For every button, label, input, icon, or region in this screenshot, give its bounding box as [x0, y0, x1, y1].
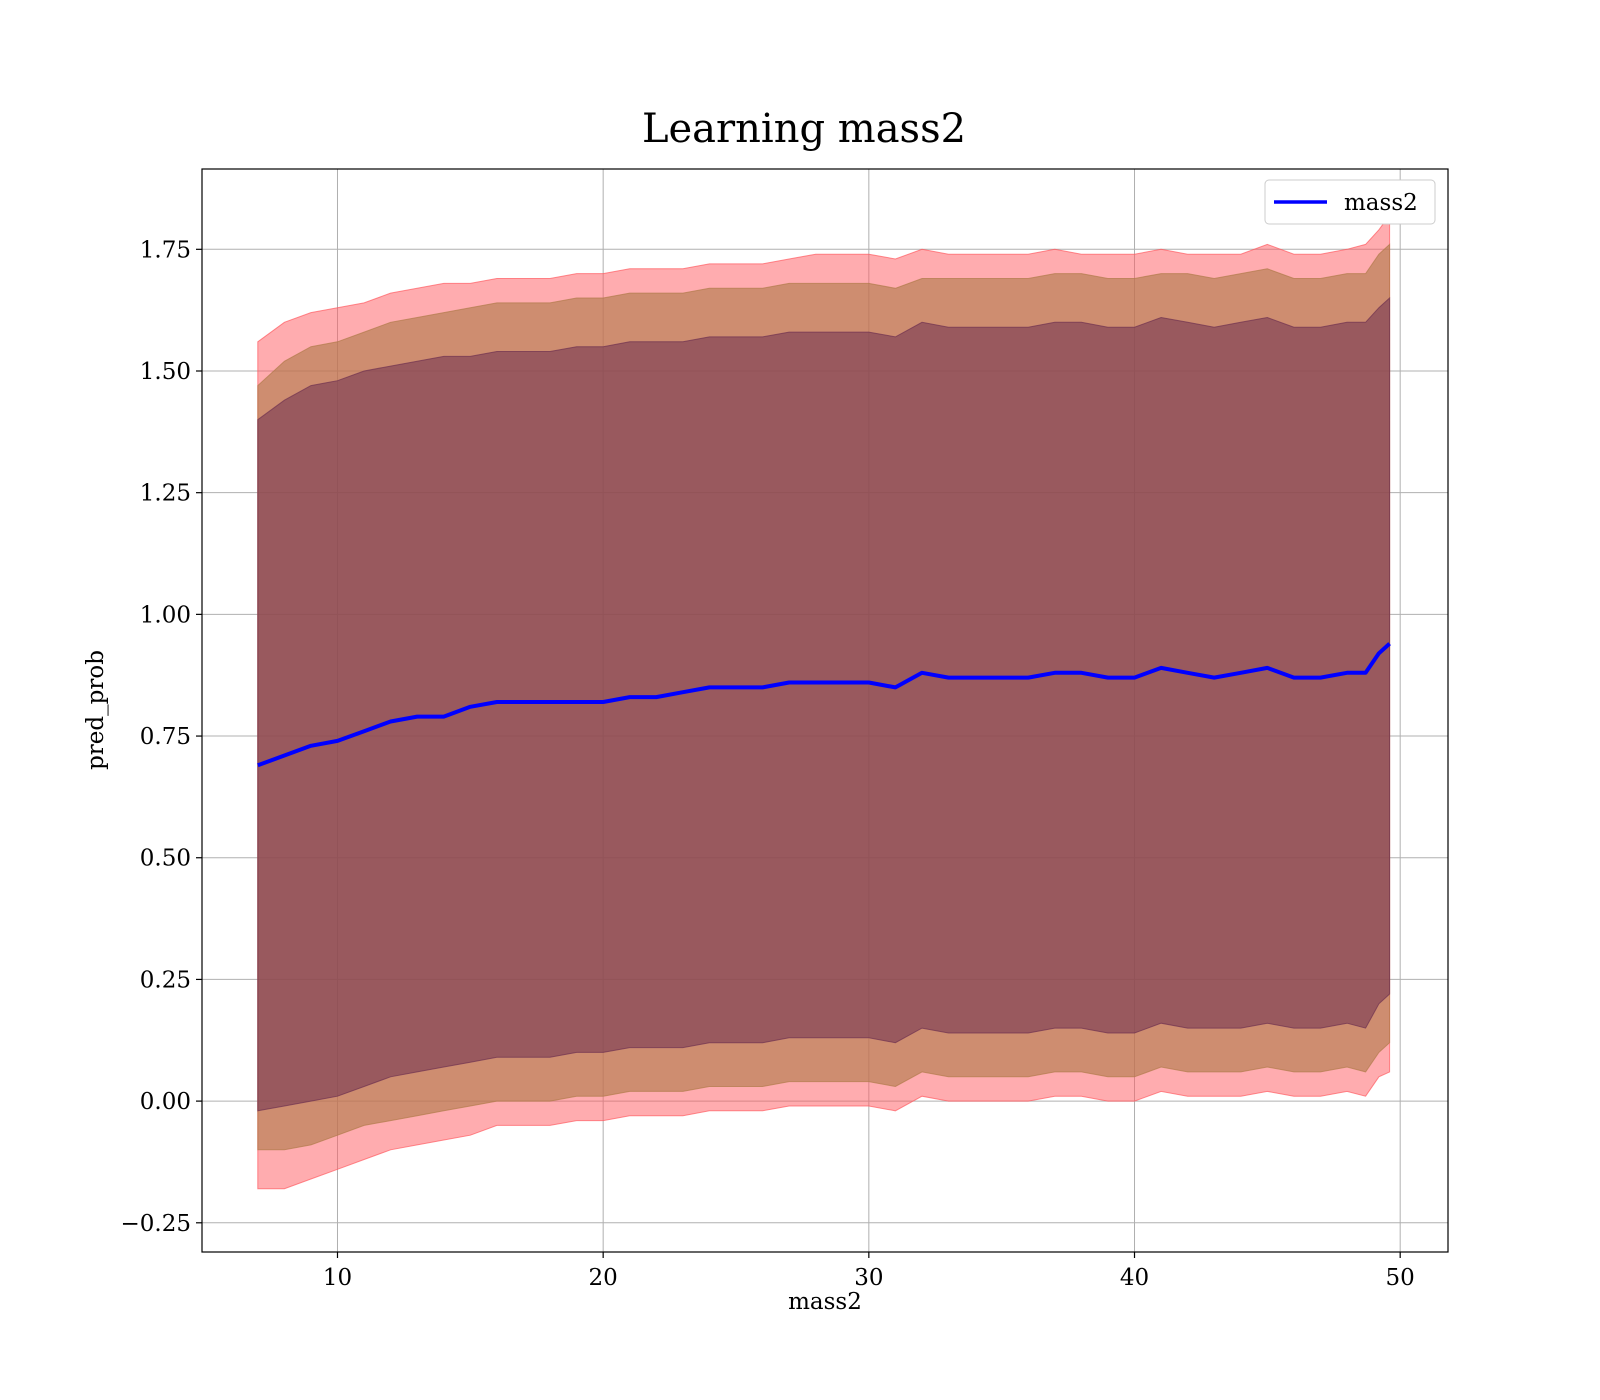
x-tick-label: 50 — [1386, 1265, 1415, 1291]
y-tick-label: 1.50 — [140, 359, 191, 385]
y-axis-ticks: −0.25 0.00 0.25 0.50 0.75 1.00 1.25 1.50 1.75 — [121, 237, 202, 1237]
legend-entry-mass2: mass2 — [1344, 190, 1418, 216]
y-tick-label: 1.75 — [140, 237, 191, 263]
plot-frame — [201, 168, 1449, 1253]
x-tick-label: 20 — [589, 1265, 618, 1291]
y-tick-label: 0.50 — [140, 846, 191, 872]
confidence-bands — [257, 213, 1391, 1190]
y-tick-label: 1.25 — [140, 481, 191, 507]
y-tick-label: −0.25 — [121, 1211, 191, 1237]
x-axis-ticks: 10 20 30 40 50 — [323, 1252, 1415, 1291]
y-axis-label: pred_prob — [83, 650, 109, 770]
legend-box — [1264, 179, 1436, 225]
chart-title: Learning mass2 — [642, 106, 966, 152]
x-axis-label: mass2 — [788, 1289, 862, 1315]
x-tick-label: 40 — [1120, 1265, 1149, 1291]
y-tick-label: 0.25 — [140, 967, 191, 993]
y-tick-label: 0.75 — [140, 724, 191, 750]
legend: mass2 — [1264, 179, 1436, 225]
y-tick-label: 0.00 — [140, 1089, 191, 1115]
series-layer — [257, 642, 1391, 768]
x-tick-label: 30 — [854, 1265, 883, 1291]
x-tick-label: 10 — [323, 1265, 352, 1291]
band-inner — [257, 296, 1391, 1112]
y-tick-label: 1.00 — [140, 602, 191, 628]
series-line-mass2 — [257, 642, 1391, 768]
